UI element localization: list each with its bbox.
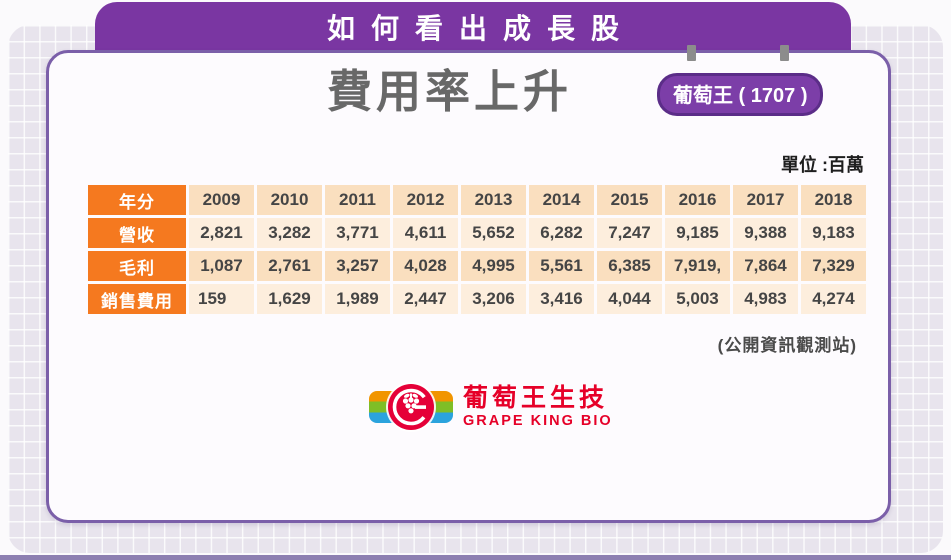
value-cell: 7,329 bbox=[801, 251, 866, 281]
year-cell: 2016 bbox=[665, 185, 730, 215]
year-cell: 2009 bbox=[189, 185, 254, 215]
row-label-cell: 銷售費用 bbox=[88, 284, 186, 314]
value-cell: 4,028 bbox=[393, 251, 458, 281]
value-cell: 1,629 bbox=[257, 284, 322, 314]
value-cell: 6,385 bbox=[597, 251, 662, 281]
value-cell: 4,611 bbox=[393, 218, 458, 248]
value-cell: 5,561 bbox=[529, 251, 594, 281]
value-cell: 3,282 bbox=[257, 218, 322, 248]
banner-title: 如何看出成長股 bbox=[326, 13, 635, 44]
year-cell: 2013 bbox=[461, 185, 526, 215]
value-cell: 9,183 bbox=[801, 218, 866, 248]
unit-label: 單位 :百萬 bbox=[781, 155, 864, 175]
row-label-cell: 年分 bbox=[88, 185, 186, 215]
value-cell: 9,388 bbox=[733, 218, 798, 248]
value-cell: 4,983 bbox=[733, 284, 798, 314]
value-cell: 2,761 bbox=[257, 251, 322, 281]
content-card: 費用率上升 葡萄王 ( 1707 ) 單位 :百萬 年分 2009 2010 2011… bbox=[46, 45, 891, 523]
value-cell: 2,821 bbox=[189, 218, 254, 248]
value-cell: 159 bbox=[189, 284, 254, 314]
value-cell: 1,087 bbox=[189, 251, 254, 281]
year-cell: 2018 bbox=[801, 185, 866, 215]
value-cell: 3,771 bbox=[325, 218, 390, 248]
value-cell: 5,652 bbox=[461, 218, 526, 248]
badge-pin-right bbox=[780, 45, 789, 61]
value-cell: 4,044 bbox=[597, 284, 662, 314]
year-cell: 2014 bbox=[529, 185, 594, 215]
company-name-en: GRAPE KING BIO bbox=[463, 412, 613, 429]
value-cell: 7,247 bbox=[597, 218, 662, 248]
value-cell: 7,919, bbox=[665, 251, 730, 281]
year-cell: 2010 bbox=[257, 185, 322, 215]
company-logo: 葡萄王生技 GRAPE KING BIO bbox=[369, 384, 613, 430]
financial-table: 年分 2009 2010 2011 2012 2013 2014 2015 2016 2017 20… bbox=[88, 185, 866, 314]
company-name-block: 葡萄王生技 GRAPE KING BIO bbox=[463, 385, 613, 428]
stock-ticker-badge: 葡萄王 ( 1707 ) bbox=[657, 73, 824, 116]
value-cell: 4,274 bbox=[801, 284, 866, 314]
badge-pin-left bbox=[687, 45, 696, 61]
value-cell: 3,416 bbox=[529, 284, 594, 314]
row-label-cell: 毛利 bbox=[88, 251, 186, 281]
value-cell: 7,864 bbox=[733, 251, 798, 281]
year-cell: 2011 bbox=[325, 185, 390, 215]
grape-icon bbox=[388, 384, 434, 430]
value-cell: 5,003 bbox=[665, 284, 730, 314]
row-label-cell: 營收 bbox=[88, 218, 186, 248]
year-cell: 2012 bbox=[393, 185, 458, 215]
value-cell: 4,995 bbox=[461, 251, 526, 281]
value-cell: 3,257 bbox=[325, 251, 390, 281]
value-cell: 1,989 bbox=[325, 284, 390, 314]
header-banner: 如何看出成長股 bbox=[95, 2, 851, 54]
value-cell: 3,206 bbox=[461, 284, 526, 314]
bottom-accent-strip bbox=[0, 555, 951, 560]
year-cell: 2015 bbox=[597, 185, 662, 215]
year-cell: 2017 bbox=[733, 185, 798, 215]
company-name-zh: 葡萄王生技 bbox=[463, 384, 609, 413]
source-label: (公開資訊觀測站) bbox=[717, 336, 857, 355]
value-cell: 6,282 bbox=[529, 218, 594, 248]
card-title: 費用率上升 bbox=[327, 66, 573, 117]
grape-king-logo-icon bbox=[369, 384, 453, 430]
value-cell: 9,185 bbox=[665, 218, 730, 248]
value-cell: 2,447 bbox=[393, 284, 458, 314]
